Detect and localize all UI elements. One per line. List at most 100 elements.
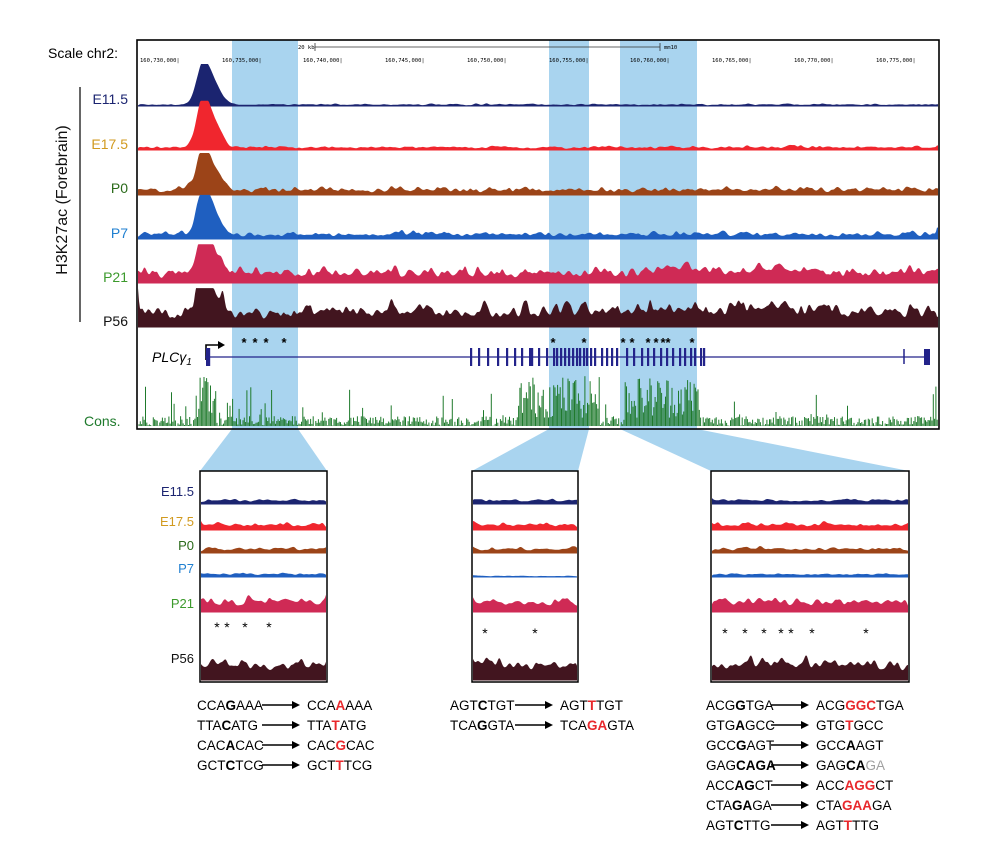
track-label-e11-5: E11.5 bbox=[92, 91, 128, 107]
signal-p7 bbox=[138, 194, 938, 239]
exon bbox=[703, 348, 706, 366]
exon bbox=[208, 348, 211, 366]
zoom-asterisk: * bbox=[863, 625, 869, 641]
sequence: CTAGAGA bbox=[706, 798, 772, 813]
zoom-signal-p21 bbox=[473, 597, 577, 612]
zoom-panel-2 bbox=[471, 470, 579, 683]
track-label-e17-5: E17.5 bbox=[91, 136, 128, 152]
exon bbox=[564, 348, 567, 366]
position-label: 160,770,000| bbox=[794, 58, 834, 64]
asterisk: * bbox=[689, 335, 695, 350]
position-label: 160,775,000| bbox=[876, 58, 916, 64]
exon bbox=[672, 348, 675, 366]
signal-p0 bbox=[138, 153, 938, 195]
mutation-arrowhead bbox=[292, 721, 300, 729]
sequence: ACGGTGA bbox=[706, 698, 774, 713]
exon bbox=[506, 348, 509, 366]
track-labels: E11.5 E17.5 P0 P7 P21 P56 H3K27ac (Foreb… bbox=[54, 87, 128, 329]
sequence: ACCAGCT bbox=[706, 778, 773, 793]
exon bbox=[590, 348, 593, 366]
zoom-asterisk: * bbox=[482, 625, 488, 641]
signal-tracks bbox=[138, 64, 938, 328]
sequence: GCTTTCG bbox=[307, 758, 372, 773]
track-label-p7: P7 bbox=[111, 225, 128, 241]
asterisk: * bbox=[645, 335, 651, 350]
mutation-arrowhead bbox=[801, 761, 809, 769]
zoom-connector-2 bbox=[472, 429, 589, 471]
zoom-label-p0: P0 bbox=[178, 538, 194, 553]
mutation-arrowhead bbox=[545, 721, 553, 729]
mutation-lists: CCAGAAA CCAAAAA TTACATG TTATATG CACACAC CACGC… bbox=[197, 698, 904, 833]
exon bbox=[538, 348, 541, 366]
sequence: GCCAAGT bbox=[816, 738, 884, 753]
zoom-signal-p56 bbox=[473, 657, 577, 680]
exon bbox=[576, 348, 579, 366]
exon bbox=[694, 348, 697, 366]
asterisk: * bbox=[620, 335, 626, 350]
exon bbox=[684, 348, 687, 366]
sequence: GAGCAGA bbox=[816, 758, 885, 773]
exon bbox=[647, 348, 650, 366]
position-label: 160,745,000| bbox=[385, 58, 425, 64]
mutation-arrowhead bbox=[292, 761, 300, 769]
scale-label: Scale chr2: bbox=[48, 45, 118, 61]
exon bbox=[653, 348, 656, 366]
exon bbox=[690, 348, 693, 366]
asterisk: * bbox=[629, 335, 635, 350]
scale-bar-label: 20 kb bbox=[298, 45, 315, 51]
sequence: ACGGGCTGA bbox=[816, 698, 904, 713]
exon bbox=[700, 348, 703, 366]
asterisk: * bbox=[660, 335, 666, 350]
mutation-arrowhead bbox=[292, 741, 300, 749]
tss-arrowhead bbox=[218, 341, 225, 349]
signal-e11-5 bbox=[138, 64, 938, 106]
mutation-arrowhead bbox=[801, 741, 809, 749]
zoom-asterisk: * bbox=[761, 625, 767, 641]
position-label: 160,735,000| bbox=[222, 58, 262, 64]
mutation-arrowhead bbox=[545, 701, 553, 709]
mutation-arrowhead bbox=[801, 781, 809, 789]
exon bbox=[660, 348, 663, 366]
zoom-panels: E11.5 E17.5 P0 P7 P21 P56 bbox=[160, 484, 194, 666]
sequence: CCAGAAA bbox=[197, 698, 263, 713]
exon bbox=[546, 348, 549, 366]
exon bbox=[679, 348, 682, 366]
zoom-signal-p21 bbox=[712, 597, 908, 612]
signal-p21 bbox=[138, 244, 938, 283]
zoom-asterisk: * bbox=[809, 625, 815, 641]
sequence: CCAAAAA bbox=[307, 698, 372, 713]
sequence: GCTCTCG bbox=[197, 758, 264, 773]
exon bbox=[633, 348, 636, 366]
track-label-p0: P0 bbox=[111, 180, 128, 196]
exon-last bbox=[924, 349, 930, 365]
zoom-signal-p7 bbox=[201, 572, 326, 577]
main-asterisks: * * * * * * * * * * * * * bbox=[241, 335, 695, 350]
signal-e17-5 bbox=[138, 100, 938, 150]
track-label-p56: P56 bbox=[103, 313, 128, 329]
zoom-signal-e17-5 bbox=[201, 521, 326, 530]
exon bbox=[611, 348, 614, 366]
asterisk: * bbox=[281, 335, 287, 350]
assembly-label: mm10 bbox=[664, 45, 677, 51]
browser-panel-border bbox=[136, 39, 940, 430]
asterisk: * bbox=[263, 335, 269, 350]
position-label: 160,730,000| bbox=[140, 58, 180, 64]
exon bbox=[553, 348, 556, 366]
zoom-label-e17-5: E17.5 bbox=[160, 514, 194, 529]
exon bbox=[606, 348, 609, 366]
exon bbox=[572, 348, 575, 366]
sequence: GTGAGCC bbox=[706, 718, 775, 733]
zoom-signal-e17-5 bbox=[712, 521, 908, 530]
exon bbox=[514, 348, 517, 366]
exon bbox=[579, 348, 582, 366]
cons-label: Cons. bbox=[84, 413, 121, 429]
zoom-signal-e11-5 bbox=[712, 498, 908, 504]
asterisk: * bbox=[550, 335, 556, 350]
sequence: TCAGAGTA bbox=[560, 718, 634, 733]
zoom-signal-p56 bbox=[201, 659, 326, 680]
zoom-label-p21: P21 bbox=[171, 596, 194, 611]
zoom-signal-p0 bbox=[201, 546, 326, 553]
mutation-arrowhead bbox=[801, 821, 809, 829]
exon bbox=[616, 348, 619, 366]
exon bbox=[560, 348, 563, 366]
